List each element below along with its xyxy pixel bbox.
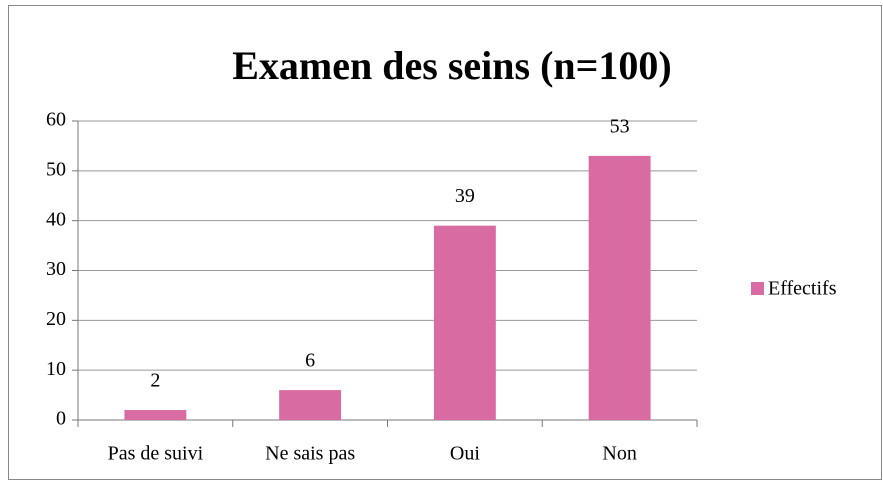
chart-title: Examen des seins (n=100) (232, 43, 672, 88)
data-label: 6 (305, 350, 315, 372)
data-label: 53 (610, 115, 630, 137)
bar (279, 390, 342, 420)
x-tick-label: Ne sais pas (265, 443, 355, 465)
y-tick-label: 50 (46, 158, 66, 180)
y-tick-label: 10 (46, 358, 66, 380)
bar (124, 410, 187, 420)
data-label: 39 (455, 185, 475, 207)
data-label: 2 (150, 370, 160, 392)
legend-swatch (751, 282, 764, 295)
x-tick-label: Oui (450, 443, 480, 465)
x-tick-label: Non (602, 443, 636, 465)
x-tick-label: Pas de suivi (108, 443, 204, 465)
y-tick-label: 0 (56, 408, 66, 430)
y-tick-label: 60 (46, 109, 66, 131)
bar (433, 225, 496, 420)
y-tick-label: 30 (46, 258, 66, 280)
y-tick-label: 40 (46, 208, 66, 230)
legend-label: Effectifs (768, 278, 837, 300)
y-tick-label: 20 (46, 308, 66, 330)
bar (588, 155, 651, 420)
